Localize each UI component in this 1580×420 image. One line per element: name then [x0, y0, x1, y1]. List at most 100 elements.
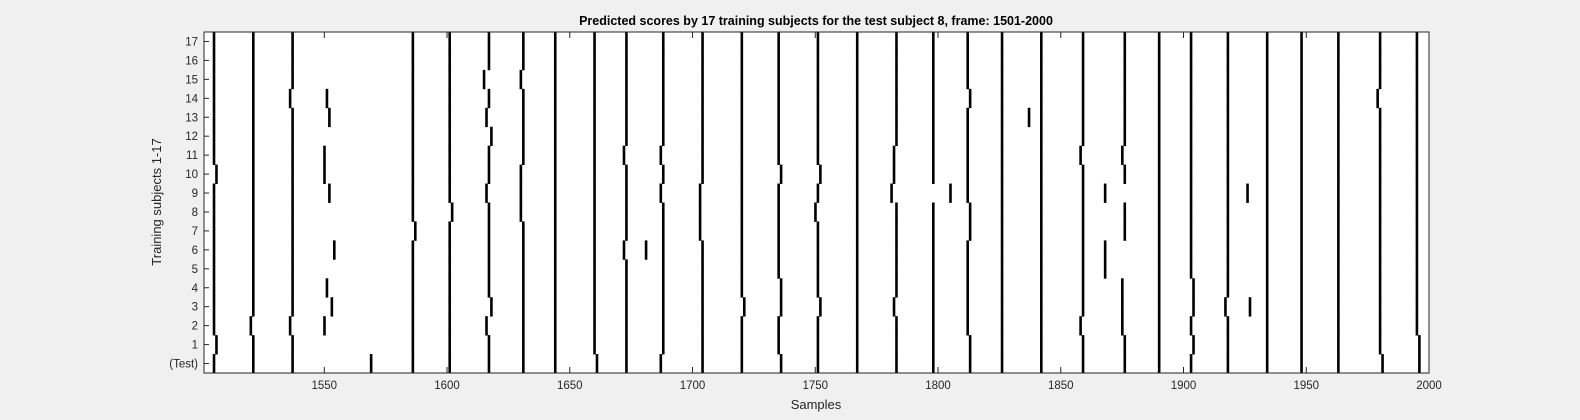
event-mark — [1415, 69, 1419, 90]
event-mark — [1157, 69, 1161, 90]
event-mark — [522, 240, 525, 260]
event-mark — [323, 145, 326, 166]
event-mark — [1000, 164, 1004, 184]
event-mark — [1040, 354, 1043, 374]
event-mark — [625, 316, 628, 336]
event-mark — [966, 316, 969, 336]
event-mark — [661, 32, 665, 52]
y-tick-label: 17 — [185, 36, 198, 48]
event-mark — [288, 88, 292, 109]
y-axis-label: Training subjects 1-17 — [149, 138, 164, 265]
event-mark — [932, 297, 935, 317]
event-mark — [1000, 145, 1004, 166]
event-mark — [740, 107, 744, 128]
event-mark — [855, 145, 859, 166]
event-mark — [1300, 145, 1303, 166]
event-mark — [448, 107, 451, 128]
event-mark — [1123, 335, 1127, 355]
event-mark — [448, 183, 451, 203]
event-mark — [1300, 32, 1303, 52]
event-mark — [1040, 69, 1043, 90]
event-mark — [1081, 164, 1085, 184]
y-tick-label: 16 — [185, 55, 198, 67]
event-mark — [895, 202, 898, 222]
event-mark — [932, 107, 935, 128]
y-tick-label: 1 — [192, 340, 198, 352]
event-mark — [291, 221, 294, 241]
event-mark — [411, 107, 415, 128]
event-mark — [485, 183, 488, 203]
event-mark — [485, 107, 488, 128]
event-mark — [625, 126, 628, 147]
event-mark — [291, 164, 294, 184]
event-mark — [1300, 126, 1303, 147]
event-mark — [553, 107, 557, 128]
event-mark — [593, 88, 596, 109]
event-mark — [291, 259, 294, 279]
event-mark — [1265, 354, 1269, 374]
event-mark — [1337, 240, 1340, 260]
event-mark — [411, 145, 415, 166]
y-tick-label: (Test) — [169, 359, 198, 371]
event-mark — [1378, 221, 1382, 241]
event-mark — [212, 126, 216, 147]
event-mark — [701, 164, 704, 184]
event-mark — [411, 354, 415, 374]
event-mark — [966, 240, 969, 260]
event-mark — [1300, 335, 1303, 355]
event-mark — [593, 107, 596, 128]
event-mark — [212, 107, 216, 128]
event-mark — [212, 297, 216, 317]
event-mark — [661, 107, 665, 128]
event-mark — [895, 240, 898, 260]
event-mark — [325, 278, 329, 298]
event-mark — [1226, 164, 1230, 184]
event-mark — [966, 259, 969, 279]
event-mark — [1040, 259, 1043, 279]
event-mark — [1081, 259, 1085, 279]
event-mark — [553, 240, 557, 260]
event-mark — [932, 50, 935, 71]
event-mark — [968, 88, 972, 109]
event-mark — [777, 202, 780, 222]
event-mark — [519, 202, 523, 222]
event-mark — [1157, 202, 1161, 222]
event-mark — [816, 88, 820, 109]
event-mark — [1376, 88, 1379, 109]
event-mark — [1415, 164, 1419, 184]
event-mark — [1123, 126, 1127, 147]
event-mark — [1189, 354, 1193, 374]
event-mark — [1415, 32, 1419, 52]
event-mark — [777, 221, 780, 241]
event-mark — [1300, 69, 1303, 90]
event-mark — [895, 316, 898, 336]
event-mark — [895, 50, 898, 71]
event-mark — [1226, 240, 1230, 260]
event-mark — [625, 32, 628, 52]
event-mark — [1157, 354, 1161, 374]
event-mark — [490, 126, 493, 147]
event-mark — [1189, 88, 1193, 109]
event-mark — [1157, 88, 1161, 109]
event-mark — [659, 183, 663, 203]
event-mark — [1040, 316, 1043, 336]
event-mark — [1157, 50, 1161, 71]
event-mark — [1300, 183, 1303, 203]
event-mark — [1265, 221, 1269, 241]
x-tick-label: 1850 — [1048, 380, 1074, 392]
event-mark — [593, 335, 596, 355]
event-mark — [1192, 278, 1195, 298]
event-mark — [777, 69, 780, 90]
event-mark — [740, 202, 744, 222]
event-mark — [892, 164, 896, 184]
event-mark — [288, 316, 292, 336]
event-mark — [625, 50, 628, 71]
event-mark — [1337, 297, 1340, 317]
event-mark — [593, 183, 596, 203]
event-mark — [777, 240, 780, 260]
event-mark — [1415, 88, 1419, 109]
event-mark — [659, 354, 663, 374]
event-mark — [740, 183, 744, 203]
event-mark — [1226, 316, 1230, 336]
x-tick-label: 1750 — [802, 380, 828, 392]
